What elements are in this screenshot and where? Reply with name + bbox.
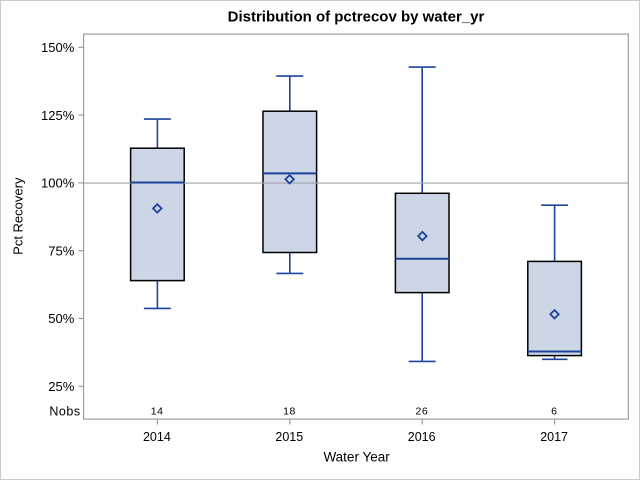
svg-text:Distribution of pctrecov by wa: Distribution of pctrecov by water_yr [228, 9, 485, 26]
svg-text:Water Year: Water Year [323, 450, 390, 465]
svg-text:150%: 150% [41, 40, 75, 55]
svg-text:Nobs: Nobs [49, 404, 80, 418]
svg-text:50%: 50% [48, 311, 74, 326]
svg-text:Pct Recovery: Pct Recovery [10, 177, 25, 255]
svg-text:2017: 2017 [540, 430, 568, 444]
svg-text:26: 26 [416, 406, 429, 418]
svg-text:75%: 75% [48, 243, 74, 258]
svg-text:125%: 125% [41, 108, 75, 123]
svg-text:100%: 100% [41, 176, 75, 191]
svg-text:14: 14 [151, 406, 164, 418]
svg-text:2014: 2014 [143, 430, 171, 444]
svg-text:25%: 25% [48, 379, 74, 394]
svg-text:2016: 2016 [408, 430, 436, 444]
svg-text:18: 18 [283, 406, 296, 418]
svg-text:2015: 2015 [275, 430, 303, 444]
svg-text:6: 6 [551, 406, 557, 418]
